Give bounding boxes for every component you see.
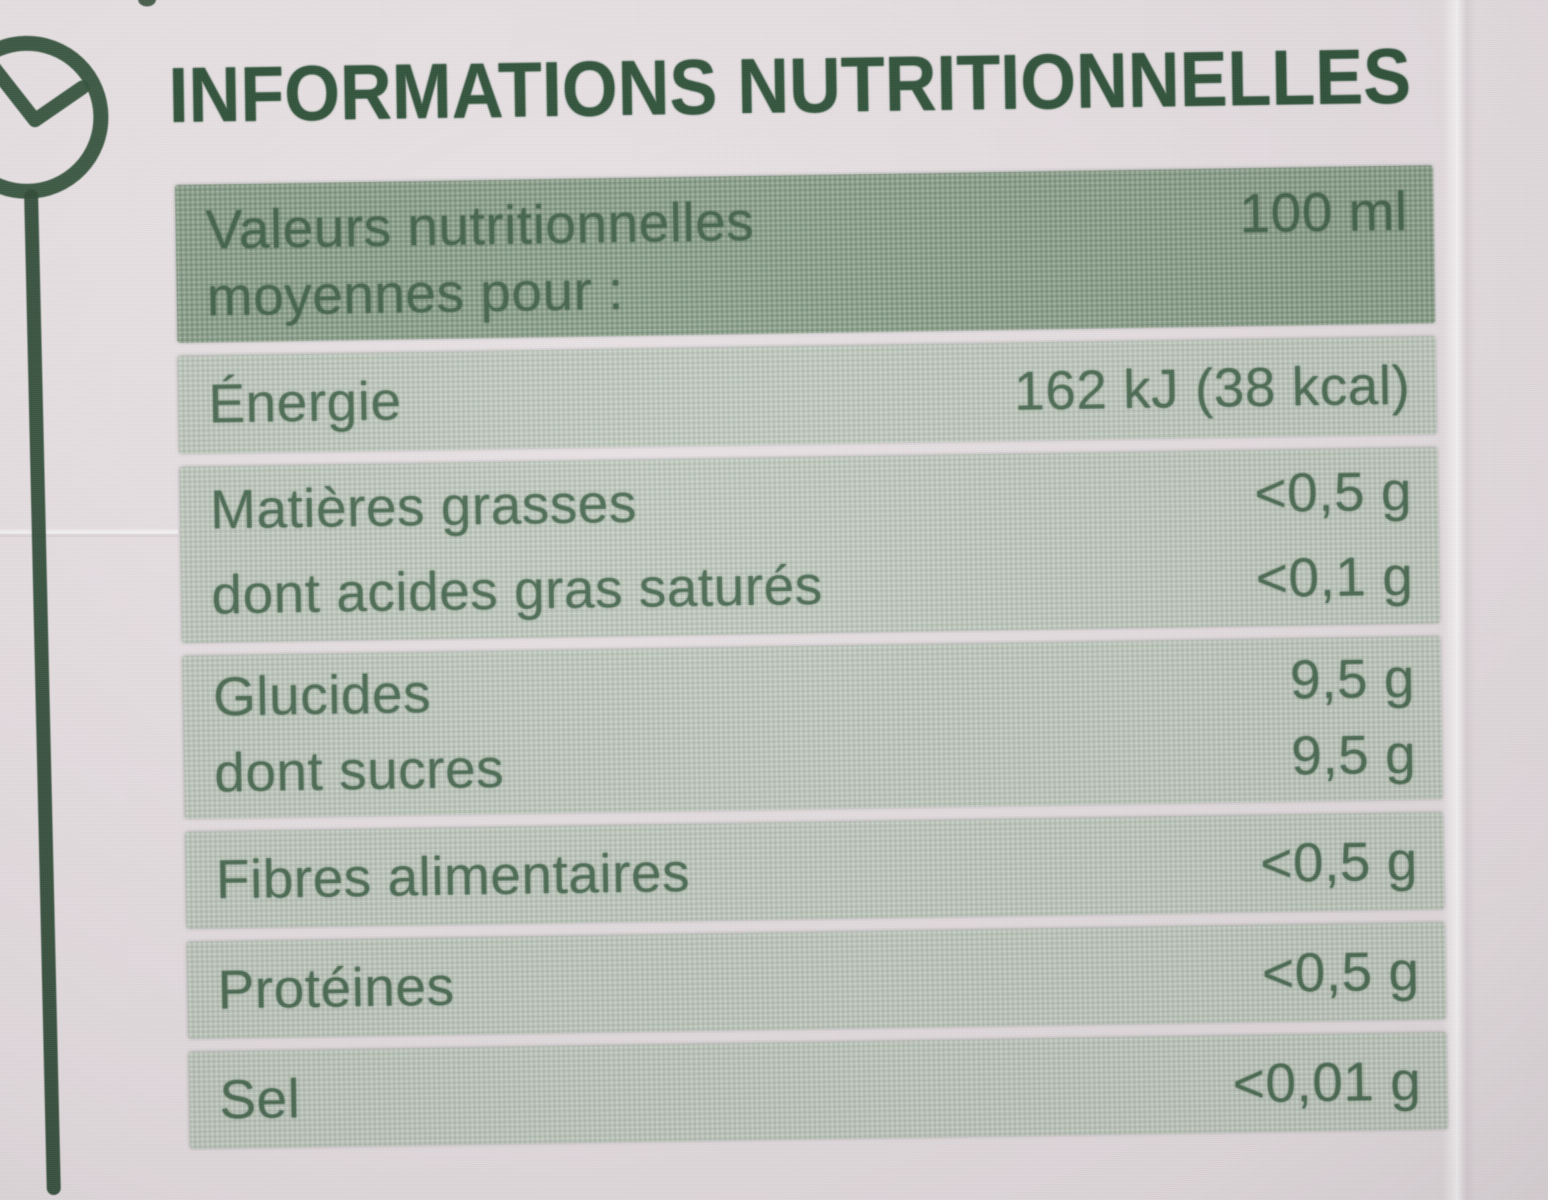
table-line: Protéines <0,5 g xyxy=(187,937,1446,1024)
row-value: 9,5 g xyxy=(1290,722,1417,787)
table-row: Glucides 9,5 g dont sucres 9,5 g xyxy=(182,636,1443,819)
row-value: <0,1 g xyxy=(1255,544,1414,609)
table-line: dont sucres 9,5 g xyxy=(184,720,1443,807)
row-value: <0,5 g xyxy=(1254,459,1413,525)
table-line: dont acides gras saturés <0,1 g xyxy=(181,542,1440,629)
page-title: INFORMATIONS NUTRITIONNELLES xyxy=(167,31,1412,140)
row-value: <0,5 g xyxy=(1261,939,1420,1004)
table-line: Énergie 162 kJ (38 kcal) xyxy=(178,352,1437,439)
table-line: Glucides 9,5 g xyxy=(183,644,1442,731)
row-value: <0,5 g xyxy=(1259,829,1419,894)
table-line: Matières grasses <0,5 g xyxy=(180,457,1439,544)
table-row: Sel <0,01 g xyxy=(188,1032,1448,1149)
row-label: dont acides gras saturés xyxy=(210,553,824,626)
table-line: Sel <0,01 g xyxy=(189,1047,1448,1134)
row-label: moyennes pour : xyxy=(206,258,625,328)
row-value: 100 ml xyxy=(1238,179,1409,245)
clock-zigzag-stem-graphic xyxy=(0,0,157,1196)
nutrition-table: Valeurs nutritionnelles 100 ml moyennes po… xyxy=(175,165,1448,1162)
row-value: <0,01 g xyxy=(1232,1049,1422,1115)
row-label: Énergie xyxy=(207,369,402,435)
package-crease-horizontal xyxy=(0,528,178,538)
row-label: Valeurs nutritionnelles xyxy=(205,189,755,261)
table-row: Fibres alimentaires <0,5 g xyxy=(185,812,1445,929)
row-label: dont sucres xyxy=(213,736,505,804)
row-label: Matières grasses xyxy=(209,471,638,541)
top-edge-print-mark xyxy=(138,0,157,7)
package-crease-vertical xyxy=(1442,0,1476,1200)
row-label: Sel xyxy=(218,1067,301,1131)
row-value: 162 kJ (38 kcal) xyxy=(1013,354,1411,423)
table-header-row: Valeurs nutritionnelles 100 ml moyennes po… xyxy=(175,165,1436,343)
row-label: Fibres alimentaires xyxy=(215,840,691,911)
table-row: Énergie 162 kJ (38 kcal) xyxy=(177,336,1438,454)
stem-line xyxy=(24,189,61,1196)
row-value: 9,5 g xyxy=(1289,646,1416,711)
table-row: Protéines <0,5 g xyxy=(186,922,1447,1039)
zigzag-hands-icon xyxy=(0,47,90,128)
table-line: Fibres alimentaires <0,5 g xyxy=(185,827,1444,914)
table-row: Matières grasses <0,5 g dont acides gras s… xyxy=(179,447,1441,643)
row-label: Glucides xyxy=(212,662,432,728)
row-label: Protéines xyxy=(217,954,455,1021)
